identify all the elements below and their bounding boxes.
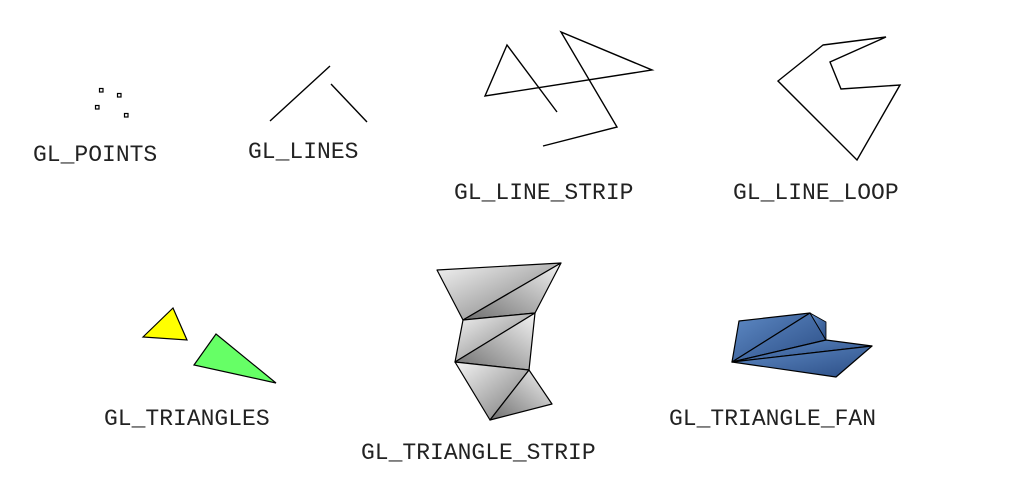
line-strip-figure — [483, 30, 655, 147]
triangles-figure — [141, 306, 277, 384]
fan-triangle — [731, 345, 873, 378]
triangle-strip-figure — [436, 262, 562, 421]
line-segment — [269, 65, 331, 122]
label-gl-lines: GL_LINES — [248, 139, 359, 165]
label-gl-triangle-fan: GL_TRIANGLE_FAN — [669, 406, 877, 432]
point-vertex — [98, 87, 104, 93]
label-gl-triangle-strip: GL_TRIANGLE_STRIP — [361, 440, 596, 466]
label-gl-line-strip: GL_LINE_STRIP — [454, 180, 634, 206]
fan-triangle — [809, 312, 827, 341]
label-gl-line-loop: GL_LINE_LOOP — [733, 180, 899, 206]
points-figure — [94, 87, 129, 118]
line-segment — [330, 83, 368, 123]
label-gl-triangles: GL_TRIANGLES — [104, 406, 270, 432]
label-gl-points: GL_POINTS — [33, 142, 158, 168]
point-vertex — [116, 92, 122, 98]
strip-triangle — [489, 369, 553, 421]
point-vertex — [94, 104, 100, 110]
lines-figure — [269, 65, 368, 123]
line-loop-figure — [776, 36, 902, 162]
triangle-green — [192, 333, 277, 384]
point-vertex — [123, 112, 129, 118]
triangle-yellow — [141, 306, 188, 341]
triangle-fan-figure — [731, 312, 873, 378]
